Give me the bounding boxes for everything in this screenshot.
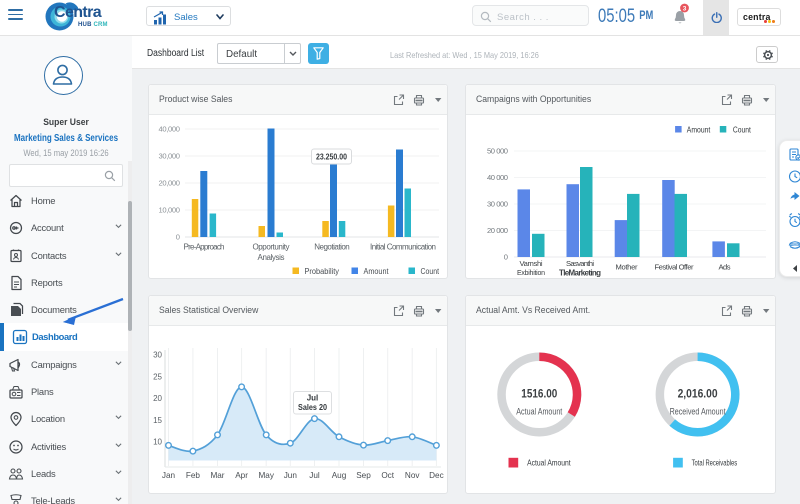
svg-text:Jun: Jun	[283, 471, 297, 480]
svg-text:Jul: Jul	[309, 471, 320, 480]
svg-text:25: 25	[153, 372, 162, 381]
svg-text:Count: Count	[733, 125, 752, 134]
svg-text:SMS: SMS	[790, 242, 799, 247]
svg-text:Dec: Dec	[429, 471, 444, 480]
svg-text:2,016.00: 2,016.00	[678, 389, 718, 401]
svg-text:50 000: 50 000	[487, 147, 508, 156]
svg-text:0: 0	[504, 253, 508, 262]
svg-text:May: May	[258, 471, 274, 480]
svg-text:Exbihition: Exbihition	[517, 270, 545, 277]
svg-text:40,000: 40,000	[158, 125, 180, 134]
svg-text:Negotiation: Negotiation	[314, 243, 350, 252]
svg-text:Mar: Mar	[210, 471, 224, 480]
svg-text:Mother: Mother	[616, 263, 638, 272]
svg-text:23.250.00: 23.250.00	[316, 153, 347, 162]
svg-text:Ads: Ads	[719, 263, 731, 272]
svg-text:10,000: 10,000	[158, 206, 180, 215]
svg-text:Vamshi: Vamshi	[520, 259, 543, 268]
svg-text:Total Receivables: Total Receivables	[692, 459, 738, 468]
svg-text:15: 15	[153, 416, 162, 425]
svg-text:Analysis: Analysis	[257, 253, 284, 262]
svg-text:20,000: 20,000	[158, 179, 180, 188]
svg-text:Probability: Probability	[304, 267, 339, 276]
svg-text:Jan: Jan	[161, 471, 175, 480]
svg-text:10: 10	[153, 438, 162, 447]
svg-text:Oct: Oct	[381, 471, 394, 480]
svg-text:Festival Offer: Festival Offer	[655, 263, 694, 272]
svg-text:Jul: Jul	[306, 394, 318, 403]
svg-text:Count: Count	[420, 267, 439, 276]
svg-text:Amount: Amount	[363, 267, 389, 276]
svg-text:Sep: Sep	[356, 471, 371, 480]
svg-text:Sasvanthi: Sasvanthi	[566, 259, 594, 268]
svg-text:0: 0	[175, 233, 179, 242]
svg-text:30: 30	[153, 351, 162, 360]
svg-text:Actual Amount: Actual Amount	[516, 407, 562, 417]
svg-text:Feb: Feb	[185, 471, 200, 480]
svg-text:Pre-Approach: Pre-Approach	[183, 243, 224, 252]
svg-text:30,000: 30,000	[158, 152, 180, 161]
svg-text:Initial Communication: Initial Communication	[370, 243, 436, 252]
svg-text:Sales 20: Sales 20	[298, 403, 327, 412]
svg-text:Nov: Nov	[404, 471, 419, 480]
svg-text:3: 3	[683, 6, 687, 13]
svg-text:TleMarketing: TleMarketing	[559, 269, 601, 278]
svg-text:1516.00: 1516.00	[521, 389, 557, 401]
svg-text:20: 20	[153, 394, 162, 403]
svg-text:Amount: Amount	[687, 125, 711, 134]
svg-text:30 000: 30 000	[487, 200, 508, 209]
svg-text:Received Amount: Received Amount	[670, 407, 726, 417]
svg-text:Apr: Apr	[235, 471, 248, 480]
svg-text:Opportunity: Opportunity	[252, 243, 289, 252]
svg-text:20 000: 20 000	[487, 226, 508, 235]
svg-text:Aug: Aug	[331, 471, 346, 480]
svg-text:40 000: 40 000	[487, 173, 508, 182]
svg-text:Actual Amount: Actual Amount	[527, 459, 571, 468]
